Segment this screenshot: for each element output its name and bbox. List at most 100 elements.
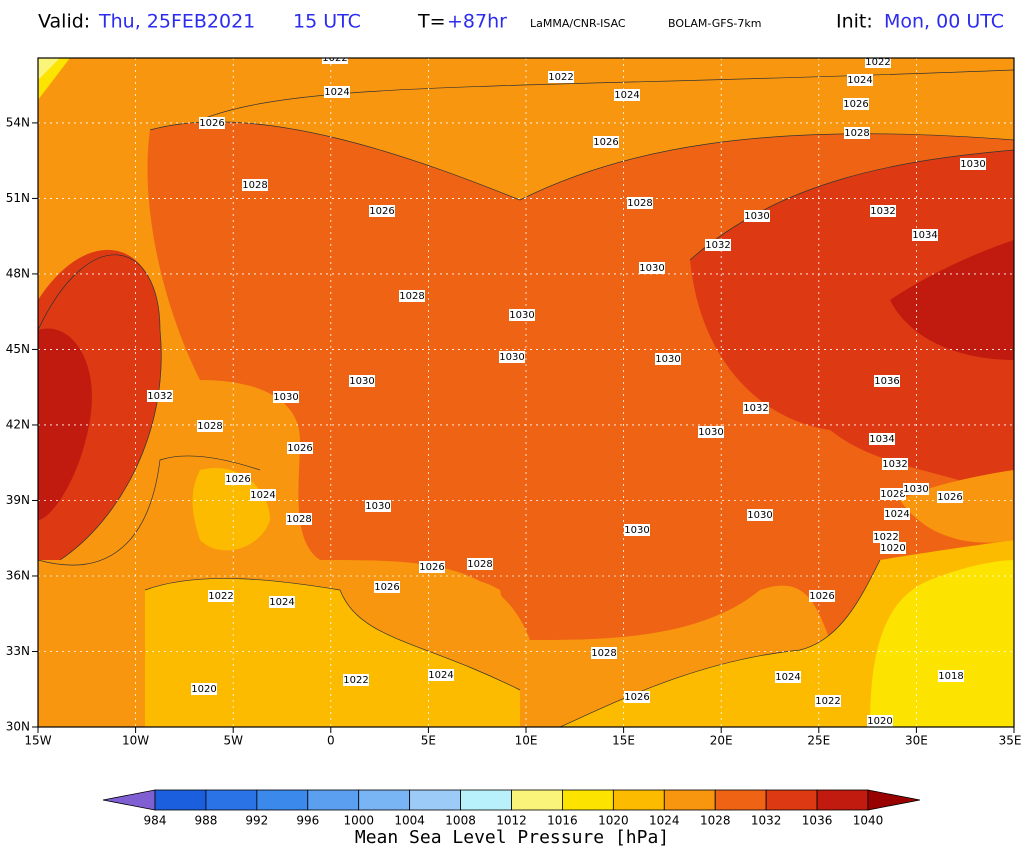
contour-label: 1028 bbox=[627, 198, 652, 209]
colorbar-box bbox=[256, 789, 309, 811]
contour-label-bg bbox=[743, 402, 769, 414]
colorbar-box bbox=[612, 789, 665, 811]
contour-label-bg bbox=[369, 205, 395, 217]
contour-label-bg bbox=[242, 179, 268, 191]
contour-label: 1026 bbox=[809, 591, 834, 602]
contour-label: 1034 bbox=[912, 230, 937, 241]
lat-tick-label: 51N bbox=[6, 191, 30, 205]
contour-label-bg bbox=[467, 558, 493, 570]
contour-label: 1026 bbox=[937, 492, 962, 503]
contour-label: 1020 bbox=[191, 684, 216, 695]
contour-label-bg bbox=[509, 309, 535, 321]
lat-tick-label: 45N bbox=[6, 342, 30, 356]
lon-tick-label: 15E bbox=[612, 734, 635, 748]
isobar bbox=[144, 578, 521, 691]
contour-label-bg bbox=[199, 117, 225, 129]
contour-label: 1028 bbox=[286, 514, 311, 525]
contour-label-bg bbox=[322, 58, 348, 64]
colorbar-box bbox=[358, 789, 411, 811]
colorbar-box bbox=[205, 789, 258, 811]
lat-tick-label: 39N bbox=[6, 493, 30, 507]
valid-time: 15 UTC bbox=[293, 11, 361, 33]
contour-label-bg bbox=[903, 483, 929, 495]
contour-label: 1026 bbox=[419, 562, 444, 573]
contour-label-bg bbox=[912, 229, 938, 241]
contour-label: 1020 bbox=[867, 716, 892, 727]
pressure-region bbox=[900, 470, 1014, 543]
isobar bbox=[199, 69, 1014, 121]
pressure-region bbox=[192, 468, 270, 551]
contour-label-bg bbox=[593, 136, 619, 148]
contour-label-bg bbox=[273, 391, 299, 403]
colorbar-label: 1020 bbox=[598, 814, 629, 828]
contour-label-bg bbox=[627, 197, 653, 209]
contour-label: 1028 bbox=[467, 559, 492, 570]
contour-label-bg bbox=[365, 500, 391, 512]
contour-label-bg bbox=[419, 561, 445, 573]
contour-label-bg bbox=[880, 542, 906, 554]
contour-label-bg bbox=[624, 524, 650, 536]
colorbar-label: 1032 bbox=[751, 814, 782, 828]
contour-label: 1024 bbox=[428, 670, 453, 681]
contour-label: 1020 bbox=[880, 543, 905, 554]
contour-label-bg bbox=[873, 531, 899, 543]
contour-label-bg bbox=[374, 581, 400, 593]
colorbar-label: 1004 bbox=[394, 814, 425, 828]
contour-label-bg bbox=[324, 86, 350, 98]
contour-label: 1026 bbox=[369, 206, 394, 217]
contour-label-bg bbox=[399, 290, 425, 302]
contour-label: 1028 bbox=[197, 421, 222, 432]
contour-label: 1024 bbox=[614, 90, 639, 101]
contour-label-bg bbox=[343, 674, 369, 686]
valid-label: Valid: bbox=[38, 11, 90, 33]
contour-label-bg bbox=[591, 647, 617, 659]
source: LaMMA/CNR-ISAC bbox=[530, 17, 626, 30]
contour-label-bg bbox=[639, 262, 665, 274]
contour-label-bg bbox=[614, 89, 640, 101]
contour-label-bg bbox=[197, 420, 223, 432]
contour-label: 1026 bbox=[199, 118, 224, 129]
contour-label: 1022 bbox=[548, 72, 573, 83]
colorbar-box bbox=[816, 789, 869, 811]
lon-tick-label: 10W bbox=[122, 734, 149, 748]
lead-label: T= bbox=[417, 11, 446, 33]
contour-label: 1026 bbox=[624, 692, 649, 703]
init-value: Mon, 00 UTC bbox=[884, 11, 1004, 33]
contour-label: 1028 bbox=[242, 180, 267, 191]
contour-label: 1026 bbox=[225, 474, 250, 485]
contour-label: 1022 bbox=[208, 591, 233, 602]
lon-tick-label: 5W bbox=[223, 734, 243, 748]
contour-label: 1036 bbox=[874, 376, 899, 387]
contour-label-bg bbox=[548, 71, 574, 83]
valid-date: Thu, 25FEB2021 bbox=[98, 11, 255, 33]
contour-label: 1030 bbox=[639, 263, 664, 274]
colorbar-label: 1040 bbox=[853, 814, 884, 828]
contour-label-bg bbox=[287, 442, 313, 454]
lon-tick-label: 20E bbox=[710, 734, 733, 748]
contour-label-bg bbox=[747, 509, 773, 521]
pressure-region bbox=[870, 560, 1014, 727]
lat-tick-label: 36N bbox=[6, 568, 30, 582]
lon-tick-label: 30E bbox=[905, 734, 928, 748]
contour-label-bg bbox=[744, 210, 770, 222]
colorbar-box bbox=[460, 789, 512, 811]
colorbar-box bbox=[154, 789, 207, 811]
colorbar-label: 1008 bbox=[445, 814, 476, 828]
contour-label: 1034 bbox=[869, 434, 894, 445]
contour-label: 1030 bbox=[744, 211, 769, 222]
contour-label: 1032 bbox=[870, 206, 895, 217]
contour-label: 1030 bbox=[499, 352, 524, 363]
lat-tick-label: 54N bbox=[6, 115, 30, 129]
contour-label: 1030 bbox=[273, 392, 298, 403]
colorbar-box bbox=[409, 789, 461, 811]
contour-label-bg bbox=[286, 513, 312, 525]
colorbar-label: 984 bbox=[144, 814, 167, 828]
contour-label: 1030 bbox=[747, 510, 772, 521]
pressure-region bbox=[38, 328, 92, 520]
colorbar-label: 1028 bbox=[700, 814, 731, 828]
contour-label-bg bbox=[880, 488, 906, 500]
lon-tick-label: 5E bbox=[421, 734, 436, 748]
init-label: Init: bbox=[836, 11, 873, 33]
